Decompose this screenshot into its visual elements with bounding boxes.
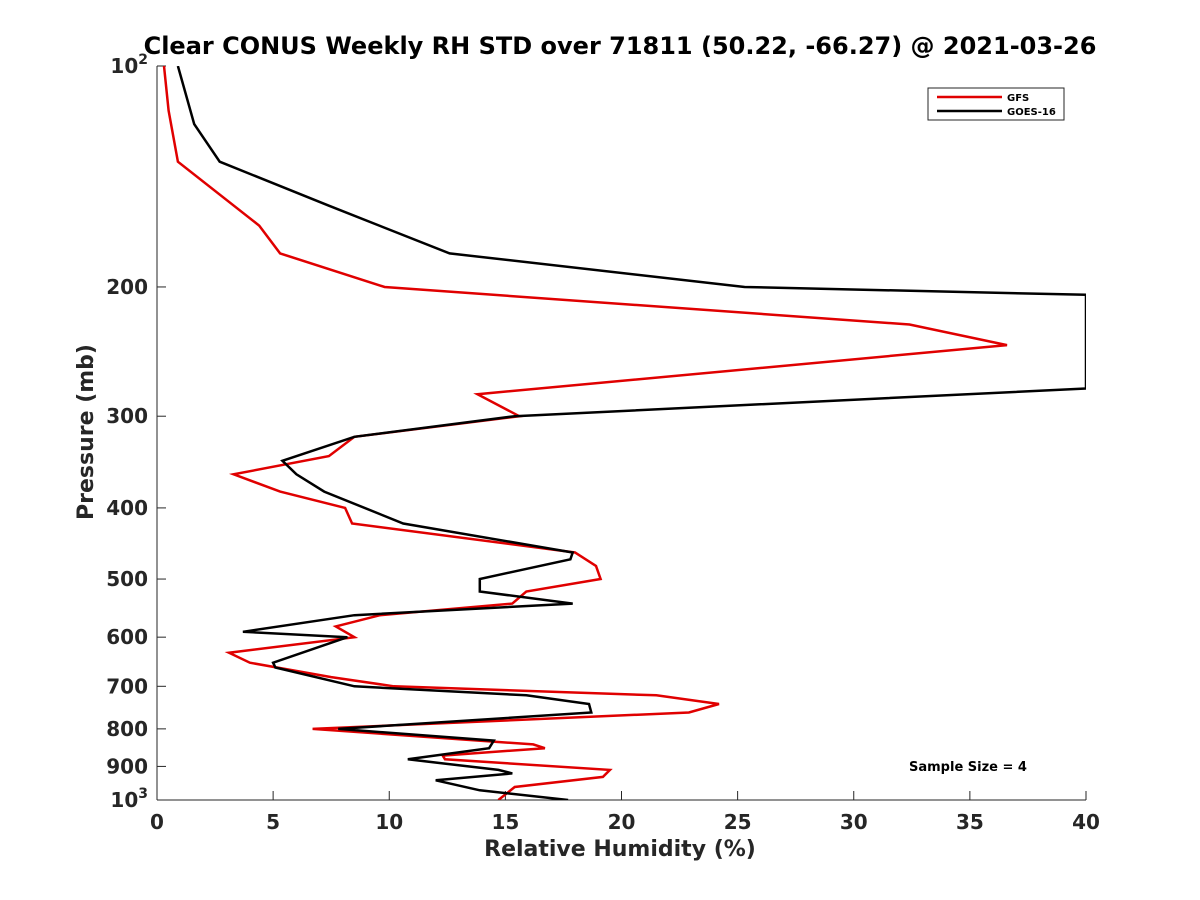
- x-tick-label: 40: [1072, 810, 1100, 834]
- series-line-goes-16: [176, 66, 1086, 800]
- x-tick-label: 0: [150, 810, 164, 834]
- sample-size-annotation: Sample Size = 4: [909, 760, 1027, 775]
- legend: GFS GOES-16: [927, 87, 1065, 121]
- y-axis-label: Pressure (mb): [74, 344, 99, 520]
- y-tick-label: 300: [106, 404, 148, 428]
- x-tick-label: 35: [956, 810, 984, 834]
- legend-label: GFS: [1007, 93, 1029, 104]
- chart-title: Clear CONUS Weekly RH STD over 71811 (50…: [144, 32, 1097, 60]
- x-tick-label: 20: [608, 810, 636, 834]
- plot-area: 0 5 10 15 20 25 30 35 40 102 200 300 400 500 600 700 800…: [106, 52, 1100, 834]
- y-tick-label: 600: [106, 625, 148, 649]
- x-tick-label: 25: [724, 810, 752, 834]
- y-tick-label: 102: [110, 52, 148, 78]
- legend-label: GOES-16: [1007, 107, 1056, 118]
- legend-box: [927, 87, 1065, 121]
- x-tick-label: 5: [266, 810, 280, 834]
- y-tick-label: 103: [110, 786, 148, 812]
- x-axis-label: Relative Humidity (%): [484, 837, 756, 862]
- y-tick-label: 400: [106, 496, 148, 520]
- y-tick-label: 700: [106, 674, 148, 698]
- y-tick-label: 900: [106, 754, 148, 778]
- y-tick-label: 200: [106, 275, 148, 299]
- x-tick-label: 15: [491, 810, 519, 834]
- y-tick-label: 500: [106, 567, 148, 591]
- x-tick-label: 10: [375, 810, 403, 834]
- x-tick-label: 30: [840, 810, 868, 834]
- y-tick-label: 800: [106, 717, 148, 741]
